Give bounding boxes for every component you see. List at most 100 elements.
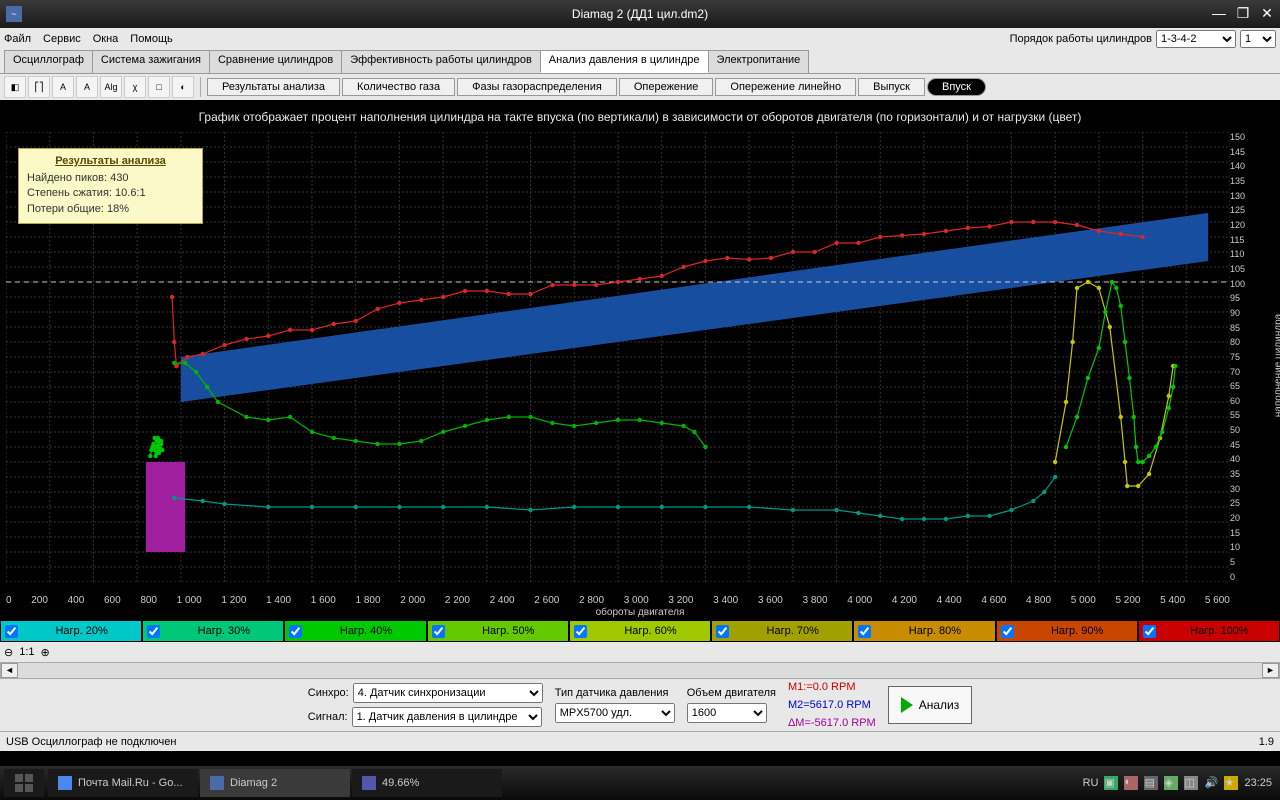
menu-item[interactable]: Окна xyxy=(93,33,119,45)
scroll-right-button[interactable]: ► xyxy=(1262,663,1279,678)
taskbar: Почта Mail.Ru - Go...Diamag 249.66% RU ▣… xyxy=(0,766,1280,800)
x-tick: 3 200 xyxy=(668,595,693,606)
y-tick: 150 xyxy=(1230,132,1245,142)
legend-item[interactable]: Нагр. 70% xyxy=(711,620,853,642)
x-tick: 400 xyxy=(68,595,85,606)
x-tick: 200 xyxy=(31,595,48,606)
toolbar-icon[interactable]: ◐ xyxy=(172,76,194,98)
clock[interactable]: 23:25 xyxy=(1244,777,1272,789)
close-button[interactable]: ✕ xyxy=(1258,5,1276,23)
y-tick: 0 xyxy=(1230,572,1235,582)
firing-order-label: Порядок работы цилиндров xyxy=(1010,33,1152,45)
toolbar-button[interactable]: Результаты анализа xyxy=(207,78,340,96)
start-button[interactable] xyxy=(4,769,44,797)
horizontal-scrollbar[interactable]: ◄ ► xyxy=(0,662,1280,679)
y-tick: 40 xyxy=(1230,454,1240,464)
y-tick: 65 xyxy=(1230,381,1240,391)
main-tab[interactable]: Электропитание xyxy=(708,50,810,73)
menu-item[interactable]: Сервис xyxy=(43,33,81,45)
tray-icon[interactable]: ▣ xyxy=(1104,776,1118,790)
legend-item[interactable]: Нагр. 80% xyxy=(853,620,995,642)
legend-item[interactable]: Нагр. 30% xyxy=(142,620,284,642)
legend-checkbox[interactable] xyxy=(858,625,871,638)
x-tick: 3 800 xyxy=(803,595,828,606)
maximize-button[interactable]: ❐ xyxy=(1234,5,1252,23)
main-tab[interactable]: Осциллограф xyxy=(4,50,93,73)
legend-checkbox[interactable] xyxy=(716,625,729,638)
legend-checkbox[interactable] xyxy=(574,625,587,638)
y-tick: 70 xyxy=(1230,367,1240,377)
toolbar-icon[interactable]: A xyxy=(76,76,98,98)
scroll-left-button[interactable]: ◄ xyxy=(1,663,18,678)
channel-select[interactable]: 1 xyxy=(1240,30,1276,48)
taskbar-item[interactable]: Почта Mail.Ru - Go... xyxy=(48,769,198,797)
sync-select[interactable]: 4. Датчик синхронизации xyxy=(353,683,543,703)
toolbar-icon[interactable]: ⎡⎤ xyxy=(28,76,50,98)
legend-label: Нагр. 20% xyxy=(22,625,141,637)
legend-item[interactable]: Нагр. 40% xyxy=(284,620,426,642)
y-tick: 135 xyxy=(1230,176,1245,186)
legend-item[interactable]: Нагр. 50% xyxy=(427,620,569,642)
sensor-type-label: Тип датчика давления xyxy=(555,687,669,699)
volume-icon[interactable]: 🔊 xyxy=(1204,776,1218,790)
legend-item[interactable]: Нагр. 90% xyxy=(996,620,1138,642)
taskbar-item[interactable]: Diamag 2 xyxy=(200,769,350,797)
legend-checkbox[interactable] xyxy=(1143,625,1156,638)
analysis-line: Потери общие: 18% xyxy=(27,202,194,217)
legend-checkbox[interactable] xyxy=(5,625,18,638)
titlebar: ~ Diamag 2 (ДД1 цил.dm2) — ❐ ✕ xyxy=(0,0,1280,28)
scroll-track[interactable] xyxy=(18,663,1262,678)
toolbar-button[interactable]: Выпуск xyxy=(858,78,925,96)
menu-item[interactable]: Файл xyxy=(4,33,31,45)
legend-label: Нагр. 50% xyxy=(449,625,568,637)
tray-icon[interactable]: ★ xyxy=(1224,776,1238,790)
signal-select[interactable]: 1. Датчик давления в цилиндре xyxy=(352,707,542,727)
taskbar-item[interactable]: 49.66% xyxy=(352,769,502,797)
zoom-out-button[interactable]: ⊖ xyxy=(4,646,13,659)
toolbar-icon[interactable]: □ xyxy=(148,76,170,98)
menu-item[interactable]: Помощь xyxy=(130,33,173,45)
tray-icon[interactable]: ◐ xyxy=(1124,776,1138,790)
x-tick: 5 400 xyxy=(1160,595,1185,606)
toolbar-button[interactable]: Опережение линейно xyxy=(715,78,856,96)
main-tab[interactable]: Эффективность работы цилиндров xyxy=(341,50,541,73)
y-tick: 105 xyxy=(1230,264,1245,274)
legend-label: Нагр. 100% xyxy=(1160,625,1279,637)
main-tab[interactable]: Система зажигания xyxy=(92,50,210,73)
tray-icon[interactable]: ◫ xyxy=(1184,776,1198,790)
x-tick: 5 200 xyxy=(1115,595,1140,606)
legend-checkbox[interactable] xyxy=(289,625,302,638)
toolbar-icon[interactable]: Alg xyxy=(100,76,122,98)
legend-item[interactable]: Нагр. 100% xyxy=(1138,620,1280,642)
analysis-line: Степень сжатия: 10.6:1 xyxy=(27,186,194,201)
lang-indicator[interactable]: RU xyxy=(1083,777,1099,789)
legend-item[interactable]: Нагр. 60% xyxy=(569,620,711,642)
toolbar-icon[interactable]: A xyxy=(52,76,74,98)
analyze-button[interactable]: Анализ xyxy=(888,686,973,724)
sensor-type-select[interactable]: MPX5700 удл. xyxy=(555,703,675,723)
toolbar-button[interactable]: Опережение xyxy=(619,78,714,96)
volume-select[interactable]: 1600 xyxy=(687,703,767,723)
toolbar-icon[interactable]: χ xyxy=(124,76,146,98)
toolbar-button[interactable]: Фазы газораспределения xyxy=(457,78,617,96)
toolbar-button[interactable]: Впуск xyxy=(927,78,986,96)
legend-label: Нагр. 40% xyxy=(306,625,425,637)
analysis-box-title: Результаты анализа xyxy=(27,155,194,167)
zoom-in-button[interactable]: ⊕ xyxy=(41,646,50,659)
tray-icon[interactable]: ◈ xyxy=(1164,776,1178,790)
main-tab[interactable]: Сравнение цилиндров xyxy=(209,50,342,73)
chart-title: График отображает процент наполнения цил… xyxy=(0,110,1280,124)
toolbar-icon[interactable]: ◧ xyxy=(4,76,26,98)
toolbar-button[interactable]: Количество газа xyxy=(342,78,455,96)
tray-icon[interactable]: ▤ xyxy=(1144,776,1158,790)
legend-checkbox[interactable] xyxy=(1001,625,1014,638)
legend-item[interactable]: Нагр. 20% xyxy=(0,620,142,642)
firing-order-select[interactable]: 1-3-4-2 xyxy=(1156,30,1236,48)
legend-checkbox[interactable] xyxy=(432,625,445,638)
marker-m2: M2=5617.0 RPM xyxy=(788,698,876,712)
y-tick: 10 xyxy=(1230,542,1240,552)
main-tab[interactable]: Анализ давления в цилиндре xyxy=(540,50,709,73)
legend-checkbox[interactable] xyxy=(147,625,160,638)
minimize-button[interactable]: — xyxy=(1210,5,1228,23)
x-tick: 1 200 xyxy=(221,595,246,606)
